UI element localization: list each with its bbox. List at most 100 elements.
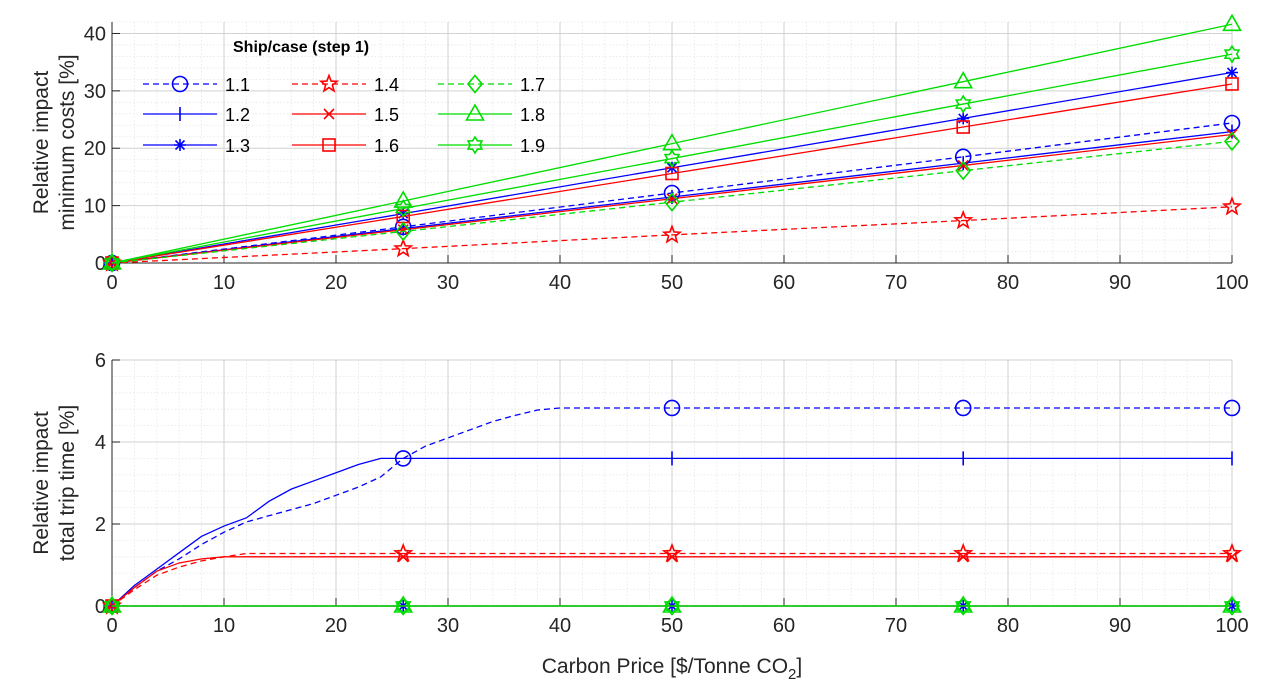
series-line-1-4: [111, 206, 1233, 264]
y-axis-label: Relative impact total trip time [%]: [30, 405, 79, 561]
series-layer: [101, 13, 1243, 273]
data-point-1-9: [1223, 596, 1241, 616]
data-point-1-5: [666, 551, 678, 563]
legend-marker: [466, 74, 484, 94]
data-point-1-7: [955, 160, 972, 181]
data-point-1-8: [393, 595, 414, 613]
y-tick-label: 0: [95, 253, 106, 275]
costs-panel: 0 10 20 30 40 50 60 70 80 90 100010203040Relative …: [30, 13, 1249, 294]
data-point-1-9: [103, 596, 121, 616]
legend-marker: [465, 103, 485, 121]
legend-label: 1.4: [374, 75, 399, 95]
legend-label: 1.3: [225, 136, 250, 156]
legend-label: 1.6: [374, 136, 399, 156]
data-point-1-4: [392, 237, 414, 258]
x-tick-label: 20: [325, 615, 347, 637]
series-line-1-9: [111, 53, 1233, 264]
y-tick-label: 6: [95, 350, 106, 372]
x-tick-label: 80: [997, 272, 1019, 294]
data-point-1-9: [1223, 44, 1241, 64]
legend-label: 1.9: [520, 136, 545, 156]
x-tick-label: 100: [1215, 615, 1248, 637]
series-line-1-1: [111, 407, 1232, 607]
series-line-1-2: [111, 457, 1232, 607]
x-tick-label: 60: [773, 272, 795, 294]
legend-marker: [322, 138, 336, 152]
data-point-1-9: [394, 596, 412, 616]
data-point-1-6: [1225, 77, 1239, 91]
data-point-1-8: [102, 595, 122, 613]
series-line-1-5: [111, 556, 1232, 607]
data-point-1-9: [103, 253, 121, 273]
data-point-1-4: [1221, 196, 1243, 216]
legend-marker: [171, 75, 189, 93]
data-point-1-8: [102, 252, 122, 270]
data-point-1-5: [1226, 551, 1238, 563]
x-tick-label: 50: [661, 272, 683, 294]
data-point-1-6: [956, 120, 971, 134]
series-line-1-7: [111, 140, 1233, 264]
data-point-1-4: [661, 224, 683, 244]
y-tick-label: 40: [84, 23, 106, 45]
data-point-1-8: [953, 71, 974, 89]
series-layer: [101, 399, 1243, 616]
data-point-1-7: [1223, 131, 1241, 152]
data-point-1-3: [957, 112, 970, 125]
x-tick-label: 40: [549, 615, 571, 637]
x-tick-label: 40: [549, 272, 571, 294]
data-point-1-1: [954, 399, 972, 417]
data-point-1-3: [397, 207, 410, 220]
trip-time-panel: 0 10 20 30 40 50 60 70 80 90 100 0 2 4 6 Relative impac…: [30, 350, 1249, 683]
x-tick-label: 80: [997, 615, 1019, 637]
legend-marker: [466, 135, 484, 155]
data-point-1-9: [954, 94, 972, 114]
data-point-1-8: [662, 595, 682, 613]
y-tick-label: 2: [95, 514, 106, 536]
x-tick-label: 0: [106, 272, 117, 294]
data-point-1-1: [663, 399, 681, 417]
y-axis-label: Relative impact minimum costs [%]: [30, 54, 79, 230]
data-point-1-9: [954, 596, 972, 616]
legend-label: 1.1: [225, 75, 250, 95]
legend: Ship/case (step 1) 1.1 1.2 1.3 1.4 1.5 1.6 1.7 1…: [143, 39, 545, 156]
y-tick-label: 20: [84, 138, 106, 160]
series-line-1-6: [111, 83, 1233, 264]
data-point-1-8: [1222, 595, 1242, 613]
legend-label: 1.2: [225, 105, 250, 125]
data-point-1-4: [952, 209, 974, 230]
series-line-1-8: [111, 23, 1233, 264]
x-tick-label: 50: [661, 615, 683, 637]
data-point-1-7: [663, 192, 681, 212]
x-tick-label: 30: [437, 615, 459, 637]
y-tick-label: 0: [95, 596, 106, 618]
legend-label: 1.7: [520, 75, 545, 95]
data-point-1-5: [957, 551, 969, 563]
data-point-1-1: [1223, 399, 1241, 417]
data-point-1-7: [395, 221, 412, 242]
data-point-1-3: [1226, 66, 1238, 79]
x-tick-label: 10: [213, 272, 235, 294]
data-point-1-5: [666, 193, 678, 205]
y-tick-label: 10: [84, 196, 106, 218]
data-point-1-9: [663, 149, 681, 169]
data-point-1-9: [394, 198, 412, 218]
x-tick-label: 90: [1109, 272, 1131, 294]
data-point-1-9: [663, 596, 681, 616]
y-tick-label: 4: [95, 432, 106, 454]
x-tick-label: 70: [885, 615, 907, 637]
legend-marker: [174, 139, 186, 151]
x-tick-label: 10: [213, 615, 235, 637]
x-axis-label: Carbon Price [$/Tonne CO2]: [542, 655, 802, 683]
legend-title: Ship/case (step 1): [233, 39, 369, 56]
data-point-1-5: [957, 159, 969, 172]
x-tick-label: 60: [773, 615, 795, 637]
data-point-1-8: [393, 190, 414, 208]
legend-label: 1.5: [374, 105, 399, 125]
data-point-1-8: [1222, 13, 1242, 32]
x-tick-label: 90: [1109, 615, 1131, 637]
x-tick-label: 20: [325, 272, 347, 294]
legend-label: 1.8: [520, 105, 545, 125]
x-tick-label: 0: [106, 615, 117, 637]
